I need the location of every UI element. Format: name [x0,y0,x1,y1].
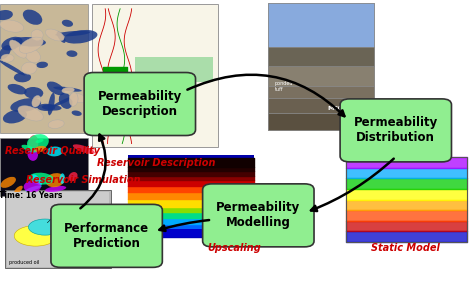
Ellipse shape [31,30,43,40]
Text: Reservoir Description: Reservoir Description [97,158,216,168]
Bar [92,4,218,146]
Ellipse shape [46,29,64,41]
Ellipse shape [9,40,27,58]
Text: ponded
tuff: ponded tuff [275,81,293,92]
Ellipse shape [1,37,23,50]
Ellipse shape [36,62,48,68]
Ellipse shape [23,10,42,25]
Text: Reservoir Simulation: Reservoir Simulation [26,175,141,185]
Ellipse shape [66,50,77,57]
Bar [268,47,374,66]
Ellipse shape [53,87,82,92]
Ellipse shape [59,93,73,109]
Ellipse shape [0,60,25,76]
Ellipse shape [55,31,90,36]
Ellipse shape [28,135,38,152]
Text: Upscaling: Upscaling [208,243,262,253]
Ellipse shape [10,98,41,112]
Ellipse shape [32,96,41,107]
Bar [0,138,88,196]
FancyBboxPatch shape [51,205,162,267]
Ellipse shape [60,173,65,184]
Text: Static Model: Static Model [371,243,440,253]
Bar [268,3,374,130]
Text: Time: 16 Years: Time: 16 Years [0,191,63,200]
Text: Permeability
Modelling: Permeability Modelling [216,201,301,229]
Bar [128,229,254,237]
Ellipse shape [14,226,57,246]
Ellipse shape [37,104,55,111]
FancyBboxPatch shape [340,99,451,162]
Text: unswept oil: unswept oil [57,205,81,209]
Ellipse shape [0,20,24,32]
Bar [0,4,88,133]
Bar [5,190,111,268]
Ellipse shape [19,37,43,53]
Text: Permeability
Description: Permeability Description [98,90,182,118]
Text: produced oil: produced oil [9,260,40,265]
Ellipse shape [72,110,82,116]
Ellipse shape [69,92,78,106]
Ellipse shape [25,49,40,63]
Ellipse shape [46,173,65,187]
Ellipse shape [0,177,16,188]
Ellipse shape [28,219,62,235]
Bar [346,157,467,242]
Ellipse shape [21,145,37,153]
Bar [137,91,194,110]
Ellipse shape [68,172,78,181]
Bar [268,86,374,98]
Ellipse shape [11,37,46,47]
Ellipse shape [73,144,95,154]
FancyBboxPatch shape [202,184,314,247]
Bar [346,157,467,242]
Ellipse shape [62,87,74,93]
FancyBboxPatch shape [84,73,195,135]
Bar [268,98,374,113]
Bar [135,57,213,82]
Text: MTC: MTC [327,106,342,111]
Ellipse shape [8,84,27,94]
Bar [268,113,374,130]
Ellipse shape [28,173,54,185]
Ellipse shape [36,139,44,143]
Ellipse shape [56,31,65,43]
Ellipse shape [27,134,49,151]
Ellipse shape [42,105,62,110]
Ellipse shape [0,45,11,59]
Ellipse shape [27,147,38,161]
Ellipse shape [48,93,55,115]
Ellipse shape [70,93,86,103]
Ellipse shape [34,146,46,152]
Bar [128,155,254,237]
Text: Performance
Prediction: Performance Prediction [64,222,149,250]
Ellipse shape [0,10,13,20]
Ellipse shape [47,81,64,95]
Bar [7,192,109,267]
Ellipse shape [21,62,37,74]
Ellipse shape [3,110,27,123]
Ellipse shape [1,54,14,62]
Ellipse shape [52,95,78,107]
Ellipse shape [15,46,31,56]
Ellipse shape [48,120,64,128]
Ellipse shape [25,185,42,191]
Ellipse shape [14,72,31,82]
Ellipse shape [45,186,66,192]
Ellipse shape [64,30,98,44]
Ellipse shape [32,174,42,185]
Ellipse shape [62,20,73,27]
Bar [268,3,374,47]
Ellipse shape [24,87,43,99]
Ellipse shape [46,146,63,156]
Bar [268,66,374,86]
Text: Reservoir Quality: Reservoir Quality [5,146,100,156]
Ellipse shape [18,106,43,121]
Ellipse shape [24,181,41,193]
Ellipse shape [14,186,23,194]
Text: Permeability
Distribution: Permeability Distribution [354,116,438,144]
